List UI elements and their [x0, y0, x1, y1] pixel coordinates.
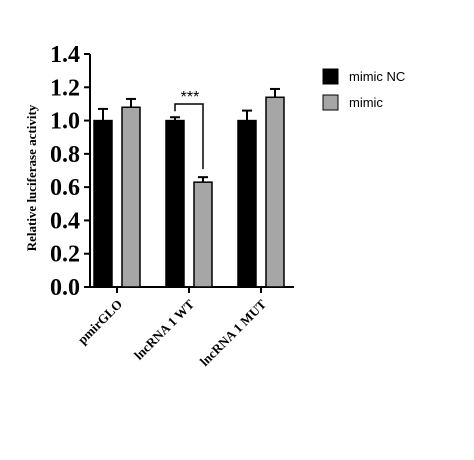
y-tick-label: 1.2 [50, 75, 80, 101]
x-tick-label: pmirGLO [75, 297, 125, 347]
legend-label: mimic [349, 95, 383, 110]
bar [193, 181, 213, 288]
x-axis-category-labels: pmirGLO lncRNA 1 WT lncRNA 1 MUT [75, 287, 270, 369]
bars [93, 96, 285, 288]
y-tick-label: 0.2 [50, 242, 80, 268]
y-tick-label: 0.4 [50, 208, 80, 234]
y-tick-label: 0.8 [50, 142, 80, 168]
legend-swatch [322, 94, 339, 111]
bar [237, 119, 257, 288]
significance-bracket [174, 103, 204, 170]
bar [165, 119, 185, 288]
y-tick-label: 0.0 [50, 275, 80, 301]
y-tick-label: 1.0 [50, 109, 80, 135]
x-tick-label: lncRNA 1 MUT [197, 296, 270, 369]
bar [121, 106, 141, 288]
y-axis-label: Relative luciferase activity [24, 104, 39, 251]
legend-swatch [322, 68, 339, 85]
error-bars [98, 87, 280, 183]
x-tick-label: lncRNA 1 WT [131, 296, 197, 362]
y-tick-label: 1.4 [50, 42, 80, 68]
significance-label: *** [181, 89, 200, 106]
legend-label: mimic NC [349, 69, 405, 84]
legend: mimic NC mimic [322, 68, 405, 111]
bar [265, 96, 285, 288]
y-tick-label: 0.6 [50, 175, 80, 201]
significance-annotation: *** [174, 89, 204, 170]
bar [93, 119, 113, 288]
y-axis-ticks: 0.0 0.2 0.4 0.6 0.8 1.0 1.2 1.4 [50, 42, 90, 301]
